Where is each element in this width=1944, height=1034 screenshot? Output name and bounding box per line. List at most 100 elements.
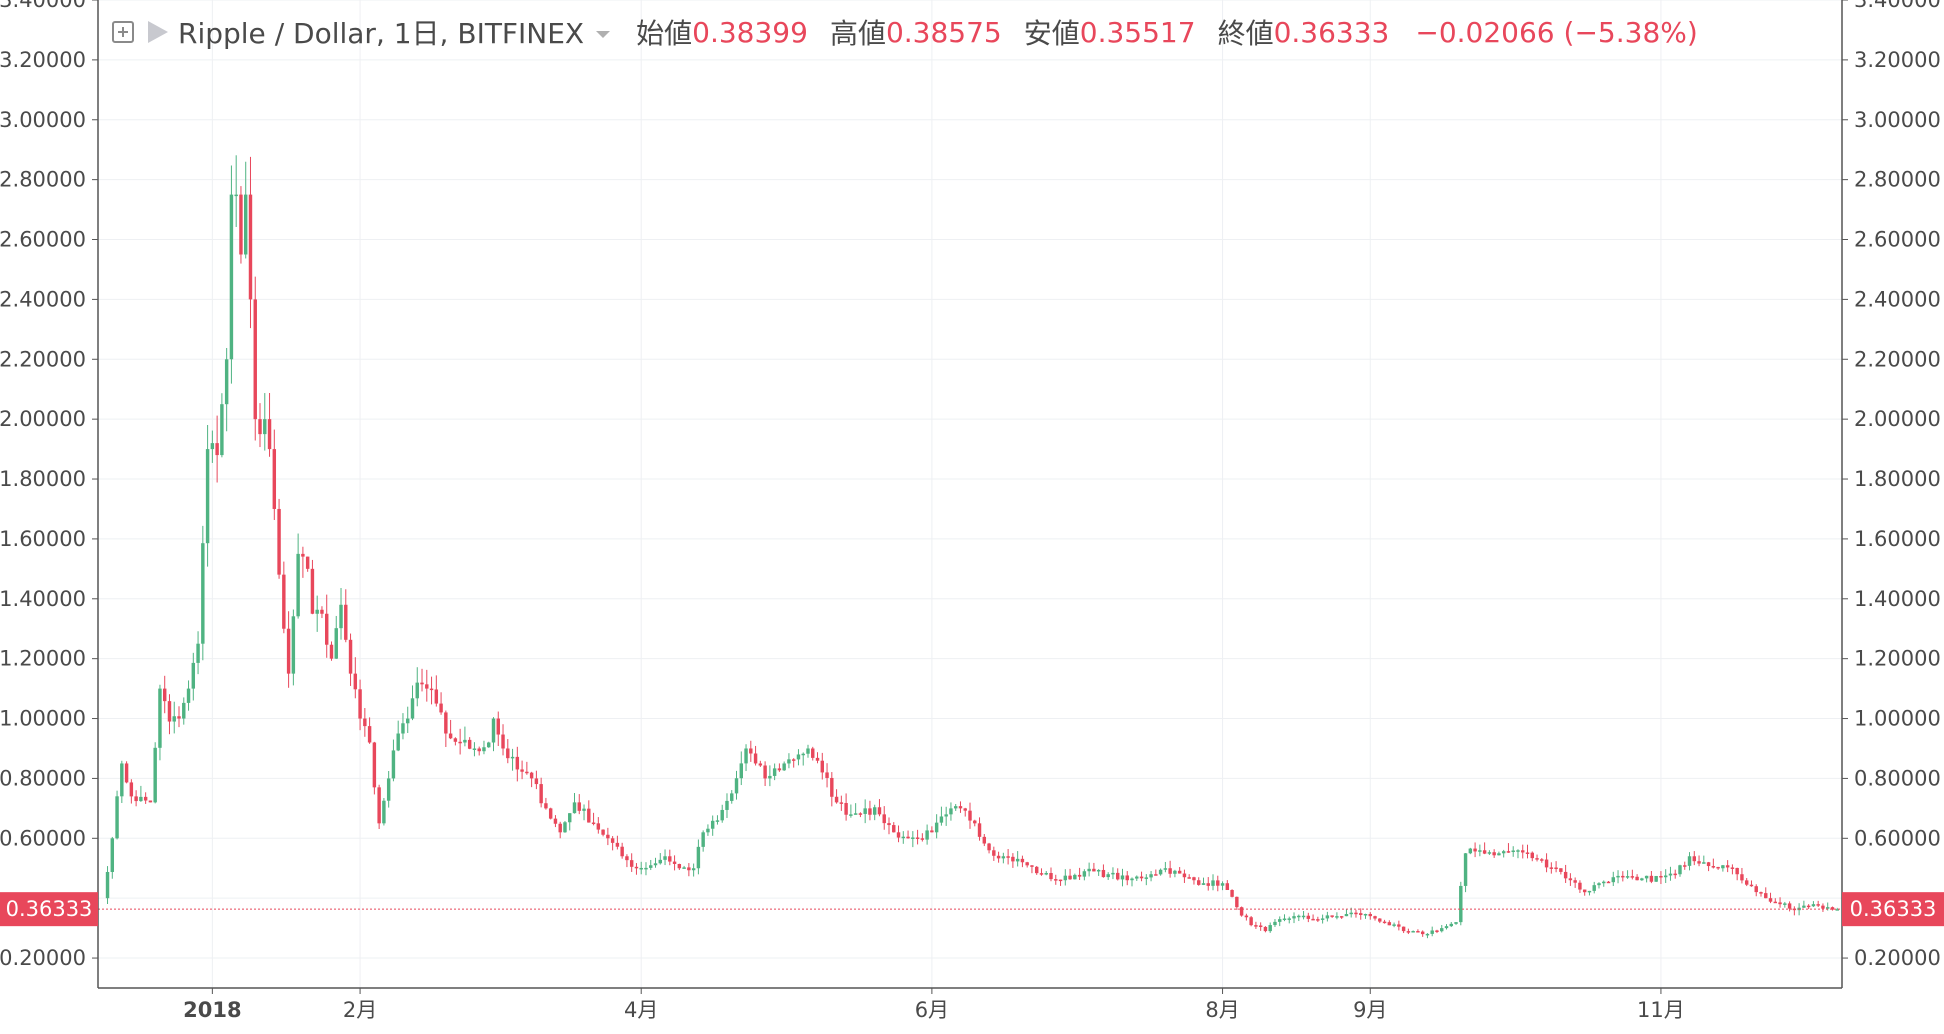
candle-body <box>892 825 896 833</box>
candle-body <box>143 796 148 801</box>
candle-body <box>1335 916 1339 918</box>
candle-body <box>844 802 848 815</box>
candle-body <box>882 814 886 824</box>
x-tick-label: 9月 <box>1353 998 1387 1022</box>
candle-body <box>1087 868 1091 872</box>
candle-body <box>544 803 548 809</box>
symbol-title[interactable]: Ripple / Dollar, 1日, BITFINEX <box>178 17 585 50</box>
y-tick-label: 0.60000 <box>0 826 86 850</box>
candle-body <box>482 747 486 752</box>
candle-body <box>1287 918 1291 920</box>
candle-body <box>1316 919 1320 921</box>
candle-body <box>768 775 772 779</box>
candle-body <box>1540 859 1544 861</box>
candle-body <box>1449 923 1453 927</box>
candle-body <box>1687 856 1692 866</box>
candle-body <box>1425 933 1430 936</box>
candle-body <box>1382 921 1387 924</box>
y-tick-label: 3.00000 <box>0 108 86 132</box>
candle-body <box>367 726 372 743</box>
candle-body <box>1773 901 1778 904</box>
candle-body <box>596 823 601 830</box>
candle-body <box>610 838 615 843</box>
candle-body <box>253 299 257 420</box>
candle-body <box>1721 865 1725 869</box>
candle-body <box>1011 856 1015 862</box>
candle-body <box>272 449 277 509</box>
candle-body <box>239 194 243 255</box>
candle-body <box>849 814 853 816</box>
candle-body <box>415 682 419 699</box>
y-tick-label: 1.00000 <box>1854 707 1941 731</box>
candle-body <box>539 784 543 804</box>
candle-body <box>720 809 724 821</box>
candle-body <box>115 796 119 839</box>
candle-body <box>830 777 834 797</box>
candle-body <box>672 861 677 865</box>
candle-body <box>477 748 481 752</box>
candle-body <box>730 793 734 801</box>
candle-body <box>815 757 820 761</box>
y-tick-label: 1.40000 <box>1854 587 1941 611</box>
candle-body <box>772 768 777 776</box>
candle-body <box>148 800 153 803</box>
candle-body <box>725 800 729 810</box>
candle-body <box>439 703 443 713</box>
y-tick-label: 0.80000 <box>1854 766 1941 790</box>
candle-body <box>996 855 1001 859</box>
y-tick-label: 3.40000 <box>0 0 86 12</box>
candle-body <box>1559 868 1563 872</box>
candle-body <box>901 836 906 839</box>
y-tick-label: 2.20000 <box>0 347 86 371</box>
candle-body <box>1301 915 1306 918</box>
candle-body <box>244 194 248 255</box>
price-tag-right: 0.36333 <box>1842 892 1944 927</box>
candle-body <box>1325 915 1330 919</box>
y-tick-label: 3.40000 <box>1854 0 1941 12</box>
candle-body <box>401 723 405 734</box>
candle-body <box>258 419 262 435</box>
candle-body <box>1611 877 1615 883</box>
high-label: 高値 <box>829 17 886 50</box>
y-tick-label: 2.60000 <box>1854 228 1941 252</box>
candle-body <box>1225 883 1230 891</box>
candle-body <box>1015 858 1020 862</box>
chevron-down-icon[interactable] <box>596 30 611 38</box>
expand-plus-icon[interactable] <box>112 21 134 43</box>
candle-body <box>1106 874 1110 878</box>
candle-body <box>1244 915 1249 918</box>
candle-body <box>1744 880 1749 885</box>
candle-body <box>625 856 629 861</box>
candle-body <box>1730 867 1735 869</box>
candle-body <box>1735 867 1739 875</box>
candle-body <box>1535 858 1539 860</box>
candle-body <box>749 748 753 754</box>
candle-body <box>687 867 691 871</box>
candle-body <box>1640 878 1644 881</box>
candle-body <box>420 682 424 685</box>
flag-icon[interactable] <box>148 21 168 43</box>
candle-body <box>1034 866 1039 874</box>
candle-body <box>201 543 205 644</box>
candle-body <box>1621 875 1625 878</box>
candle-body <box>1740 874 1744 881</box>
candle-body <box>320 609 324 614</box>
candle-body <box>1616 875 1620 878</box>
candle-body <box>248 194 253 300</box>
candle-body <box>663 856 667 860</box>
y-tick-label: 1.20000 <box>0 647 86 671</box>
candle-body <box>1401 926 1406 932</box>
candle-body <box>286 628 291 674</box>
candle-body <box>525 771 529 774</box>
candle-body <box>1516 850 1520 852</box>
candle-body <box>587 808 591 823</box>
candle-body <box>487 742 491 748</box>
candle-body <box>1320 918 1325 920</box>
candle-body <box>1363 913 1368 916</box>
y-tick-label: 1.60000 <box>1854 527 1941 551</box>
candle-body <box>496 718 500 735</box>
candle-body <box>806 748 810 754</box>
candle-body <box>963 808 967 811</box>
candle-body <box>1435 930 1439 932</box>
